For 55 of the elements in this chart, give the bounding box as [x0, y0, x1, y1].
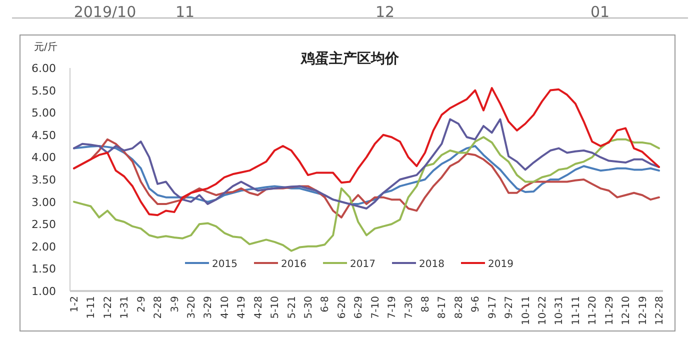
x-tick-label: 1-2 [70, 296, 80, 312]
y-tick-label: 3.50 [32, 174, 56, 186]
x-tick-label: 12-10 [621, 296, 632, 326]
x-tick-label: 4-10 [220, 296, 231, 319]
x-tick-label: 11-29 [604, 296, 616, 326]
x-tick-label: 6-29 [354, 296, 365, 319]
x-tick-label: 10-31 [554, 296, 566, 326]
x-tick-label: 5-21 [286, 296, 298, 319]
y-tick-label: 3.00 [32, 196, 56, 209]
x-tick-label: 11-20 [588, 296, 599, 326]
y-tick-label: 5.00 [32, 106, 56, 120]
x-tick-label: 8-17 [437, 296, 448, 319]
x-tick-label: 3-9 [170, 296, 181, 312]
y-tick-label: 4.50 [32, 128, 56, 142]
legend-label: 2016 [281, 259, 306, 270]
y-tick-label: 6.00 [32, 62, 56, 75]
x-tick-label: 6-8 [320, 296, 332, 312]
y-tick-label: 1.00 [32, 285, 56, 298]
x-tick-label: 1-22 [102, 296, 114, 319]
legend-label: 2018 [419, 259, 444, 270]
x-tick-label: 8-28 [454, 296, 465, 319]
x-tick-label: 11-11 [570, 296, 582, 326]
x-tick-label: 2-28 [153, 296, 164, 319]
x-tick-label: 12-19 [638, 296, 649, 326]
legend-label: 2015 [212, 259, 238, 270]
x-tick-label: 12-28 [654, 296, 666, 326]
x-tick-label: 1-11 [86, 296, 98, 319]
chart-title: 鸡蛋主产区均价 [300, 50, 400, 67]
y-tick-label: 2.00 [32, 240, 56, 254]
x-tick-label: 5-10 [270, 296, 282, 319]
x-tick-label: 9-17 [487, 296, 498, 319]
y-tick-label: 1.50 [32, 262, 56, 276]
x-tick-label: 8-8 [420, 296, 432, 312]
legend-label: 2019 [488, 259, 514, 270]
x-tick-label: 10-22 [538, 296, 548, 326]
x-tick-label: 3-20 [186, 296, 198, 319]
y-tick-label: 2.50 [32, 218, 56, 232]
x-tick-label: 3-29 [203, 296, 214, 319]
y-tick-label: 4.00 [32, 151, 56, 164]
x-tick-label: 1-31 [120, 296, 131, 319]
x-tick-label: 4-19 [236, 296, 248, 319]
x-tick-label: 7-30 [404, 296, 415, 319]
x-tick-label: 7-10 [370, 296, 382, 319]
legend-label: 2017 [350, 259, 376, 270]
x-tick-label: 4-28 [253, 296, 264, 319]
annotations: 2019/10 11 12 01 [12, 3, 688, 21]
y-axis-title: 元/斤 [34, 41, 58, 53]
x-tick-label: 5-30 [304, 296, 314, 319]
x-tick-label: 10-11 [520, 296, 532, 326]
x-tick-label: 6-20 [336, 296, 348, 319]
x-tick-label: 9-6 [470, 296, 482, 312]
x-tick-label: 2-9 [136, 296, 148, 312]
x-tick-label: 9-27 [504, 296, 516, 319]
y-tick-label: 5.50 [32, 84, 56, 98]
x-tick-label: 7-19 [387, 296, 398, 319]
